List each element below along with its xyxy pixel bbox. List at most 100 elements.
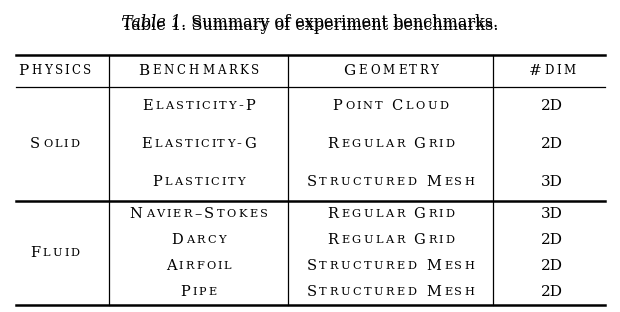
Text: D: D (407, 261, 417, 271)
Text: C: C (200, 139, 209, 149)
Text: P: P (198, 287, 206, 297)
Text: E: E (397, 287, 405, 297)
Text: A: A (217, 65, 226, 77)
Text: I: I (64, 248, 69, 258)
Text: Y: Y (430, 65, 438, 77)
Text: U: U (340, 261, 350, 271)
Text: U: U (374, 287, 383, 297)
Text: I: I (211, 139, 216, 149)
Text: R: R (396, 139, 405, 149)
Text: I: I (194, 139, 198, 149)
Text: H: H (465, 287, 475, 297)
Text: S: S (454, 261, 463, 271)
Text: Y: Y (228, 101, 236, 111)
Text: 2D: 2D (541, 233, 563, 247)
Text: E: E (397, 177, 405, 187)
Text: 3D: 3D (541, 207, 563, 221)
Text: T: T (319, 287, 327, 297)
Text: N: N (130, 207, 143, 221)
Text: E: E (141, 137, 152, 151)
Text: M: M (426, 175, 441, 189)
Text: I: I (438, 139, 443, 149)
Text: R: R (386, 287, 394, 297)
Text: R: R (184, 209, 192, 219)
Text: L: L (42, 248, 50, 258)
Text: I: I (221, 177, 226, 187)
Text: P: P (245, 99, 255, 113)
Text: A: A (174, 177, 182, 187)
Text: M: M (426, 285, 441, 299)
Text: U: U (53, 248, 62, 258)
Text: E: E (397, 261, 405, 271)
Text: D: D (407, 287, 417, 297)
Text: C: C (392, 99, 403, 113)
Text: S: S (55, 65, 63, 77)
Text: E: E (444, 287, 452, 297)
Text: R: R (329, 261, 338, 271)
Text: M: M (426, 259, 441, 273)
Text: 3D: 3D (541, 175, 563, 189)
Text: L: L (156, 101, 163, 111)
Text: Table 1. Summary of experiment benchmarks.: Table 1. Summary of experiment benchmark… (122, 17, 498, 34)
Text: M: M (202, 65, 214, 77)
Text: D: D (544, 65, 554, 77)
Text: D: D (407, 177, 417, 187)
Text: I: I (438, 235, 443, 245)
Text: R: R (428, 209, 436, 219)
Text: N: N (363, 101, 373, 111)
Text: S: S (204, 207, 214, 221)
Text: L: L (405, 101, 413, 111)
Text: O: O (415, 101, 425, 111)
Text: Y: Y (218, 235, 226, 245)
Text: P: P (19, 64, 29, 78)
Text: C: C (208, 235, 216, 245)
Text: S: S (260, 209, 268, 219)
Text: 2D: 2D (541, 285, 563, 299)
Text: R: R (327, 137, 339, 151)
Text: -: - (237, 137, 241, 151)
Text: R: R (228, 65, 237, 77)
Text: R: R (396, 209, 405, 219)
Text: L: L (55, 139, 62, 149)
Text: T: T (186, 101, 193, 111)
Text: T: T (185, 139, 192, 149)
Text: M: M (383, 65, 395, 77)
Text: C: C (353, 287, 361, 297)
Text: E: E (341, 209, 349, 219)
Text: U: U (363, 235, 373, 245)
Text: F: F (196, 261, 204, 271)
Text: D: D (445, 235, 454, 245)
Text: A: A (386, 209, 394, 219)
Text: R: R (329, 177, 338, 187)
Text: N: N (164, 65, 174, 77)
Text: I: I (64, 139, 68, 149)
Text: C: C (353, 177, 361, 187)
Text: S: S (454, 287, 463, 297)
Text: B: B (138, 64, 149, 78)
Text: A: A (166, 101, 174, 111)
Text: E: E (341, 139, 349, 149)
Text: I: I (213, 101, 217, 111)
Text: C: C (353, 261, 361, 271)
Text: Y: Y (45, 65, 52, 77)
Text: K: K (239, 209, 247, 219)
Text: S: S (175, 139, 182, 149)
Text: H: H (32, 65, 42, 77)
Text: G: G (352, 209, 361, 219)
Text: C: C (177, 65, 185, 77)
Text: D: D (445, 209, 454, 219)
Text: S: S (83, 65, 91, 77)
Text: I: I (438, 209, 443, 219)
Text: -: - (238, 99, 243, 113)
Text: T: T (363, 287, 371, 297)
Text: F: F (30, 246, 40, 260)
Text: U: U (374, 261, 383, 271)
Text: S: S (306, 175, 317, 189)
Text: I: I (205, 177, 209, 187)
Text: H: H (188, 65, 198, 77)
Text: S: S (306, 259, 317, 273)
Text: A: A (164, 139, 172, 149)
Text: V: V (156, 209, 164, 219)
Text: Table 1.: Table 1. (122, 14, 186, 31)
Text: K: K (239, 65, 249, 77)
